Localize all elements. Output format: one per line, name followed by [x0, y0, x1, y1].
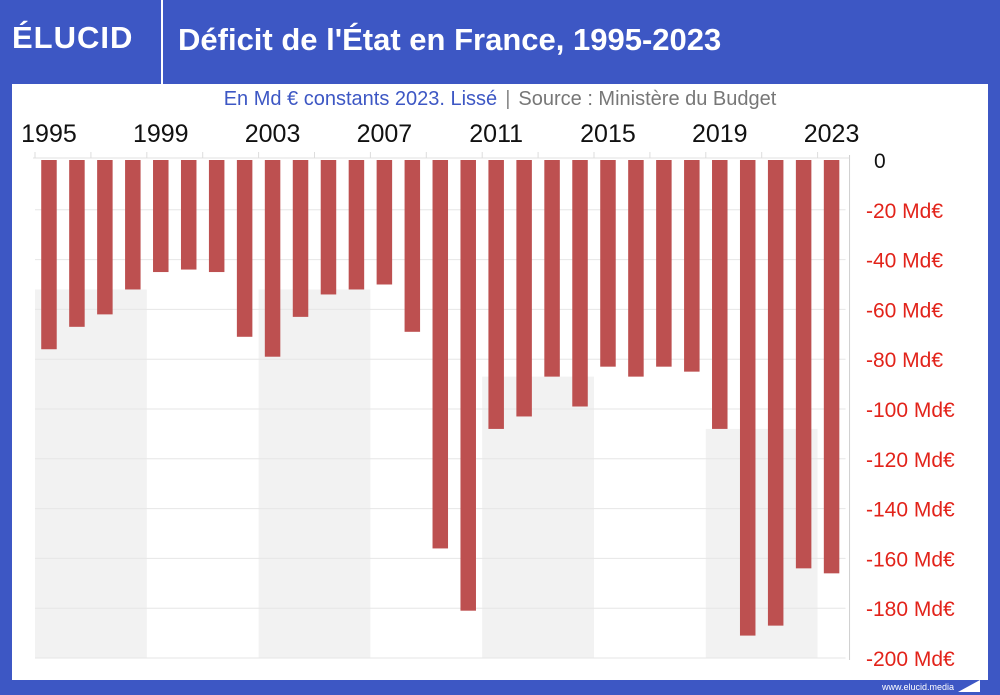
x-tick-label: 1995 — [21, 120, 77, 148]
x-tick-label: 2019 — [692, 120, 748, 148]
y-tick-label: -120 Md€ — [866, 449, 955, 472]
x-tick-label: 2007 — [357, 120, 413, 148]
bar-2003 — [264, 160, 281, 357]
bar-2002 — [236, 160, 253, 337]
header-divider — [161, 0, 163, 84]
elucid-mini-logo-icon — [958, 680, 980, 692]
y-tick-label: -20 Md€ — [866, 200, 943, 223]
bar-2001 — [208, 160, 225, 273]
bar-2013 — [544, 160, 560, 377]
x-tick-label: 2011 — [469, 120, 523, 148]
subtitle-units: En Md € constants 2023. Lissé — [223, 88, 498, 110]
bar-2005 — [320, 160, 337, 295]
bar-1995 — [41, 160, 57, 350]
bar-2020 — [739, 160, 756, 636]
bar-2014 — [572, 160, 588, 407]
bar-2007 — [376, 160, 393, 285]
y-tick-label: 0 — [874, 150, 886, 173]
subtitle-separator: | — [505, 88, 511, 110]
bar-2023 — [823, 160, 840, 574]
bar-1998 — [125, 160, 141, 290]
y-tick-label: -140 Md€ — [866, 499, 955, 522]
bar-1996 — [69, 160, 85, 327]
shading-band — [35, 289, 147, 658]
x-tick-label: 1999 — [133, 120, 189, 148]
footer-url: www.elucid.media — [881, 682, 954, 692]
y-tick-label: -200 Md€ — [866, 648, 955, 671]
bar-2015 — [600, 160, 616, 367]
bar-2019 — [712, 160, 728, 429]
chart-subtitle: En Md € constants 2023. Lissé | Source : M… — [0, 88, 1000, 111]
x-tick-label: 2015 — [580, 120, 636, 148]
elucid-logo: ÉLUCID — [12, 20, 134, 55]
bar-2012 — [516, 160, 532, 417]
bar-2011 — [488, 160, 504, 429]
bar-2017 — [656, 160, 672, 367]
bar-2010 — [460, 160, 476, 611]
bar-1999 — [153, 160, 169, 273]
x-tick-label: 2003 — [245, 120, 301, 148]
bar-2018 — [684, 160, 700, 372]
bar-1997 — [97, 160, 113, 315]
bar-2006 — [348, 160, 365, 290]
bar-2000 — [180, 160, 197, 270]
x-tick-label: 2023 — [804, 120, 860, 148]
y-tick-label: -100 Md€ — [866, 399, 955, 422]
y-tick-label: -160 Md€ — [866, 548, 955, 571]
header-bar: ÉLUCID Déficit de l'État en France, 1995… — [0, 0, 1000, 84]
y-tick-label: -80 Md€ — [866, 349, 943, 372]
bar-2008 — [404, 160, 421, 332]
bar-2016 — [628, 160, 644, 377]
y-tick-label: -40 Md€ — [866, 250, 943, 273]
bar-2021 — [767, 160, 784, 626]
y-tick-label: -180 Md€ — [866, 598, 955, 621]
bar-2022 — [795, 160, 812, 569]
bar-2004 — [292, 160, 309, 317]
bar-2009 — [432, 160, 449, 549]
subtitle-source: Source : Ministère du Budget — [518, 88, 777, 110]
chart-title: Déficit de l'État en France, 1995-2023 — [178, 22, 722, 57]
y-tick-label: -60 Md€ — [866, 299, 943, 322]
